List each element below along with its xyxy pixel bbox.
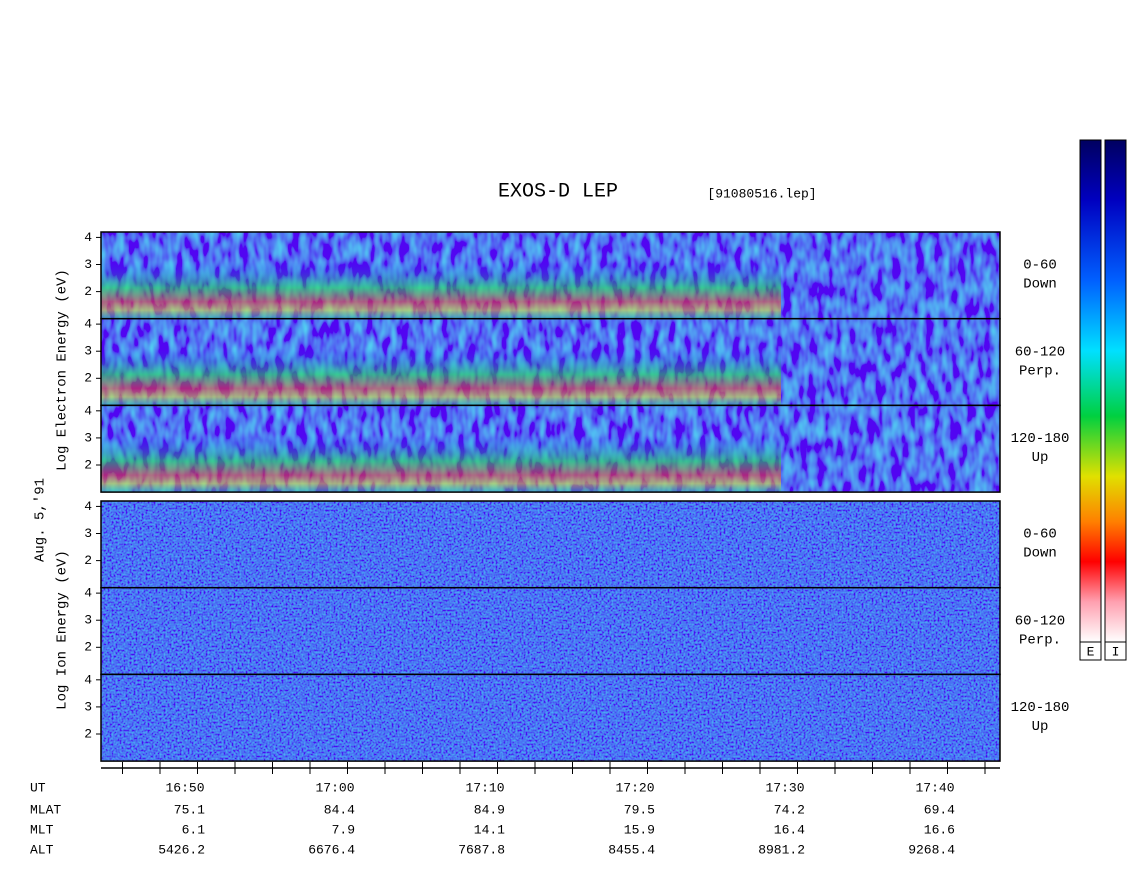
orbit-value: 79.5 — [624, 802, 655, 817]
electron-band — [101, 349, 781, 406]
panel-range: 120-180 — [1011, 431, 1070, 447]
y-tick-label: 2 — [84, 457, 92, 472]
y-tick-label: 4 — [84, 230, 92, 245]
colorbar-label-box — [1079, 641, 1102, 661]
panel-direction: Up — [1032, 450, 1049, 466]
colorbar — [1079, 139, 1102, 643]
colorbar-label-box — [1104, 641, 1127, 661]
orbit-value: 8455.4 — [608, 842, 655, 857]
time-label: 17:20 — [615, 780, 654, 795]
y-tick-label: 2 — [84, 726, 92, 741]
y-tick-label: 4 — [84, 499, 92, 514]
panel-range: 120-180 — [1011, 700, 1070, 716]
spectrogram-texture — [101, 587, 1000, 675]
orbit-value: 69.4 — [924, 802, 955, 817]
row-label: UT — [30, 780, 46, 795]
colorbar — [1104, 139, 1127, 643]
orbit-value: 16.6 — [924, 822, 955, 837]
orbit-value: 84.9 — [474, 802, 505, 817]
spectrogram-texture — [101, 674, 1000, 762]
row-label: ALT — [30, 842, 54, 857]
y-tick-label: 2 — [84, 371, 92, 386]
y-tick-label: 2 — [84, 284, 92, 299]
y-tick-label: 3 — [84, 344, 92, 359]
panel-direction: Perp. — [1019, 363, 1061, 379]
time-label: 17:10 — [465, 780, 504, 795]
y-tick-label: 4 — [84, 317, 92, 332]
y-tick-label: 3 — [84, 430, 92, 445]
panel-range: 0-60 — [1023, 527, 1057, 543]
y-tick-label: 3 — [84, 257, 92, 272]
time-label: 17:00 — [315, 780, 354, 795]
panel-direction: Up — [1032, 719, 1049, 735]
electron-axis-label: Log Electron Energy (eV) — [55, 269, 71, 471]
orbit-value: 8981.2 — [758, 842, 805, 857]
y-tick-label: 3 — [84, 613, 92, 628]
time-label: 17:40 — [915, 780, 954, 795]
panel-range: 60-120 — [1015, 344, 1065, 360]
orbit-value: 74.2 — [774, 802, 805, 817]
panels: 2 3 4 0-60 Down 2 3 4 60-120 Perp. 2 3 4 120-180 Up 2 3 4… — [84, 230, 1070, 762]
orbit-value: 9268.4 — [908, 842, 955, 857]
panel-range: 60-120 — [1015, 613, 1065, 629]
y-tick-label: 3 — [84, 526, 92, 541]
orbit-value: 6676.4 — [308, 842, 355, 857]
time-label: 17:30 — [765, 780, 804, 795]
ion-axis-label: Log Ion Energy (eV) — [55, 550, 71, 710]
y-tick-label: 4 — [84, 403, 92, 418]
colorbar-label: I — [1112, 644, 1120, 659]
y-tick-label: 4 — [84, 672, 92, 687]
orbit-value: 16.4 — [774, 822, 805, 837]
orbit-value: 5426.2 — [158, 842, 205, 857]
colorbar-label: E — [1087, 644, 1095, 659]
orbit-value: 6.1 — [182, 822, 206, 837]
orbit-value: 15.9 — [624, 822, 655, 837]
orbit-value: 7.9 — [332, 822, 355, 837]
title: EXOS-D LEP — [498, 180, 618, 203]
orbit-value: 75.1 — [174, 802, 205, 817]
electron-band — [101, 435, 781, 493]
panel-range: 0-60 — [1023, 258, 1057, 274]
time-axis: UT 16:50 17:00 17:10 17:20 17:30 17:40 MLAT 75.1… — [30, 762, 1000, 857]
orbit-value: 14.1 — [474, 822, 505, 837]
date-label: Aug. 5,'91 — [33, 478, 49, 562]
panel-direction: Perp. — [1019, 632, 1061, 648]
row-label: MLAT — [30, 802, 61, 817]
orbit-value: 84.4 — [324, 802, 355, 817]
time-label: 16:50 — [165, 780, 204, 795]
orbit-value: 7687.8 — [458, 842, 505, 857]
y-tick-label: 4 — [84, 586, 92, 601]
panel-direction: Down — [1023, 546, 1057, 562]
y-tick-label: 2 — [84, 553, 92, 568]
panel-direction: Down — [1023, 277, 1057, 293]
spectrogram-texture — [101, 501, 1000, 588]
file-name: [91080516.lep] — [707, 186, 816, 201]
y-tick-label: 3 — [84, 699, 92, 714]
row-label: MLT — [30, 822, 54, 837]
electron-band — [101, 262, 781, 319]
y-tick-label: 2 — [84, 640, 92, 655]
panel-frame — [100, 404, 1001, 493]
panel-frame — [100, 673, 1001, 762]
